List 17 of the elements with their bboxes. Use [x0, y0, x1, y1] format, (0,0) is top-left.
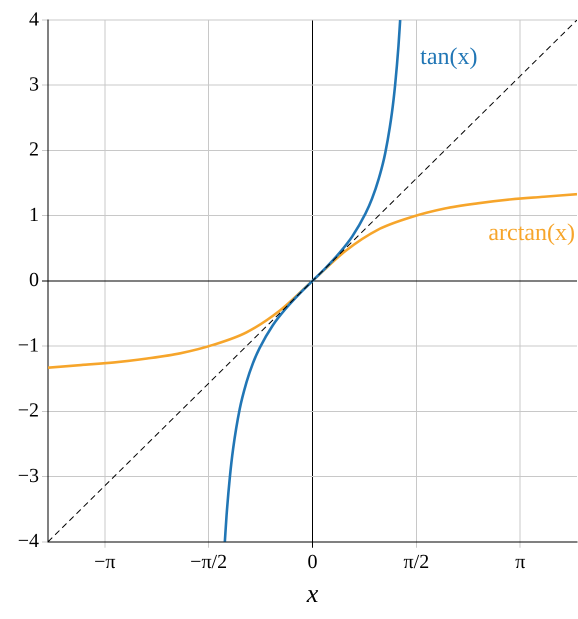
- y-tick-label: −3: [18, 464, 39, 487]
- y-tick-label: −2: [18, 400, 39, 422]
- series-label: arctan(x): [488, 220, 575, 246]
- x-axis-title: x: [306, 579, 319, 608]
- x-tick-label: −π/2: [190, 551, 228, 574]
- series-label: tan(x): [420, 44, 478, 70]
- y-tick-label: 2: [29, 138, 39, 161]
- x-tick-label: π/2: [404, 551, 430, 574]
- y-tick-label: −4: [18, 530, 39, 552]
- x-tick-label: π: [515, 551, 526, 574]
- y-tick-label: 1: [29, 204, 39, 226]
- x-tick-label: −π: [94, 551, 116, 574]
- y-tick-label: 4: [29, 8, 39, 30]
- y-tick-label: 0: [29, 269, 39, 292]
- y-tick-label: −1: [18, 334, 39, 356]
- y-tick-label: 3: [29, 73, 39, 96]
- x-tick-label: 0: [308, 551, 318, 574]
